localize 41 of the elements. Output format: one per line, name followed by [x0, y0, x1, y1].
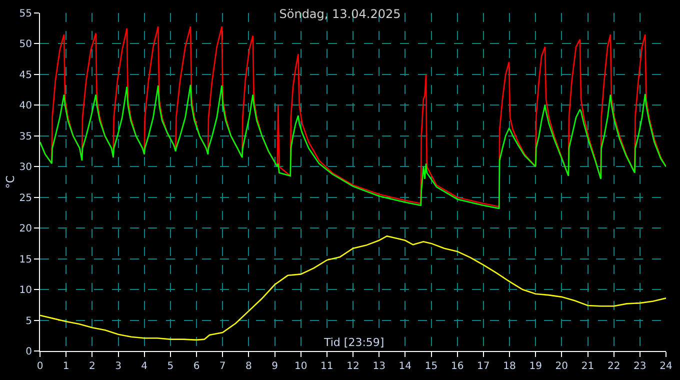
x-tick-label: 14	[398, 361, 412, 372]
x-tick-label: 12	[346, 361, 360, 372]
x-tick-label: 18	[503, 361, 516, 372]
x-tick-label: 23	[634, 361, 646, 372]
y-tick-label: 15	[19, 254, 32, 266]
y-tick-label: 20	[19, 224, 32, 235]
x-axis-title: Tid [23:59]	[323, 336, 384, 349]
x-tick-label: 1	[62, 361, 70, 372]
x-tick-label: 6	[193, 361, 200, 372]
y-tick-label: 5	[26, 316, 32, 327]
x-tick-label: 17	[477, 361, 490, 372]
x-tick-label: 16	[450, 361, 464, 372]
x-tick-label: 20	[555, 361, 568, 372]
x-tick-label: 19	[529, 361, 542, 372]
y-tick-label: 10	[19, 285, 32, 296]
y-tick-label: 40	[19, 100, 32, 112]
x-tick-label: 13	[372, 361, 386, 372]
line-series	[40, 84, 666, 210]
x-tick-label: 3	[115, 361, 122, 372]
y-tick-label: 0	[26, 346, 32, 358]
x-tick-label: 0	[36, 361, 44, 372]
chart-title: Söndag, 13.04.2025	[279, 6, 401, 21]
x-tick-label: 5	[167, 361, 174, 372]
y-tick-label: 25	[19, 192, 32, 204]
x-tick-label: 21	[581, 361, 594, 372]
x-tick-label: 9	[272, 361, 278, 372]
x-tick-label: 15	[424, 361, 438, 372]
x-tick-label: 24	[660, 361, 672, 372]
x-tick-label: 8	[245, 361, 252, 372]
y-tick-label: 45	[19, 70, 32, 81]
x-tick-label: 10	[294, 361, 308, 372]
y-tick-label: 55	[19, 8, 32, 20]
y-tick-label: 50	[19, 39, 32, 50]
y-tick-label: 35	[19, 131, 32, 142]
x-tick-label: 11	[320, 361, 334, 372]
x-tick-label: 7	[219, 361, 226, 372]
x-tick-label: 2	[88, 361, 96, 372]
x-tick-label: 22	[607, 361, 620, 372]
y-tick-label: 30	[19, 162, 32, 174]
x-tick-label: 4	[141, 361, 148, 372]
y-axis-title: °C	[4, 175, 17, 189]
